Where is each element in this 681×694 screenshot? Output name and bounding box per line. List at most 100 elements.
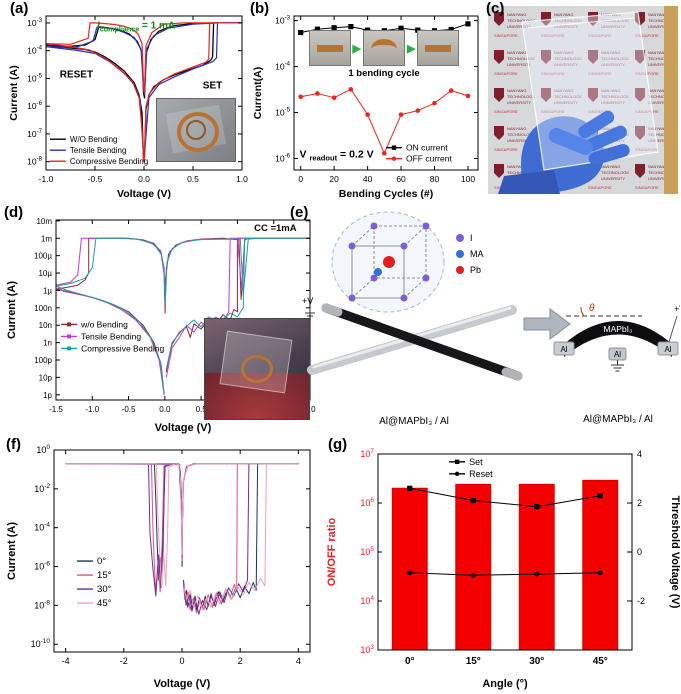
panel-e-schematic: I MA Pb +V Al@MAPbI₃ / Al θ MAPbI₃ Al Al xyxy=(298,206,680,434)
svg-text:0.0: 0.0 xyxy=(138,174,150,184)
svg-text:10-4: 10-4 xyxy=(27,45,43,56)
svg-text:10-6: 10-6 xyxy=(275,153,291,164)
arrow-right-icon: ▶ xyxy=(352,42,361,55)
panel-d-iv-chart: -1.5-1.0-0.50.00.51.01.52.010m1m100µ10µ1… xyxy=(4,206,320,436)
voltage-lead xyxy=(668,315,678,343)
svg-text:10-10: 10-10 xyxy=(31,638,51,649)
svg-text:Voltage (V): Voltage (V) xyxy=(154,678,211,690)
mapbi3-film-band xyxy=(564,321,672,357)
left-device-caption: Al@MAPbI₃ / Al xyxy=(379,416,449,427)
svg-text:0: 0 xyxy=(298,174,303,184)
coil-inner-icon xyxy=(186,120,206,140)
panel-e-label: (e) xyxy=(290,204,309,221)
bent-device: θ MAPbI₃ Al Al Al +V Al@MAPbI₃ / Al xyxy=(553,303,680,425)
svg-text:100: 100 xyxy=(461,174,475,184)
svg-text:10-8: 10-8 xyxy=(34,599,50,610)
svg-text:105: 105 xyxy=(360,546,374,557)
svg-text:107: 107 xyxy=(360,448,374,459)
svg-text:10-3: 10-3 xyxy=(275,15,291,26)
voltage-label-left: +V xyxy=(302,296,313,306)
svg-text:10-4: 10-4 xyxy=(275,61,291,72)
iodine-atoms xyxy=(348,222,430,302)
al-electrode-right xyxy=(657,341,679,356)
svg-text:-2: -2 xyxy=(120,656,128,666)
svg-text:-4: -4 xyxy=(62,656,70,666)
svg-text:2: 2 xyxy=(637,498,642,508)
bending-photo-bent xyxy=(363,30,405,66)
device-strip-bent xyxy=(371,39,397,59)
bending-photo-flat-2 xyxy=(417,30,460,66)
svg-text:Current(A): Current(A) xyxy=(252,67,264,120)
svg-text:CC =1mA: CC =1mA xyxy=(254,223,297,234)
panel-a-device-photo xyxy=(156,98,236,162)
chart-b-bending-cycles: 0 20 40 60 80 100 10-3 10-4 10-5 10-6 Bending Cycl… xyxy=(252,15,479,200)
panel-g-label: (g) xyxy=(328,436,348,453)
svg-text:2.0: 2.0 xyxy=(304,405,316,414)
svg-text:100µ: 100µ xyxy=(34,252,52,261)
iodine-legend-label: I xyxy=(470,233,473,243)
pb-atom xyxy=(383,256,395,268)
bending-cycle-caption: 1 bending cycle xyxy=(348,68,420,79)
panel-b-bending-photos: ▶ ▶ 1 bending cycle xyxy=(306,30,462,79)
panel-b-endurance-chart: 0 20 40 60 80 100 10-3 10-4 10-5 10-6 Bending Cycl… xyxy=(250,2,486,202)
coil-device-icon xyxy=(241,355,273,383)
film-highlight xyxy=(527,17,635,29)
svg-text:0°: 0° xyxy=(97,556,106,567)
voltage-label-right: +V xyxy=(674,304,680,314)
svg-text:0°: 0° xyxy=(405,656,415,667)
svg-text:w/o Bending: w/o Bending xyxy=(80,319,128,329)
svg-text:15°: 15° xyxy=(97,570,112,581)
panel-d-device-photo xyxy=(204,318,310,420)
svg-text:30°: 30° xyxy=(529,656,544,667)
svg-text:-0.5: -0.5 xyxy=(88,174,103,184)
pb-legend-dot xyxy=(456,266,464,274)
svg-text:10-6: 10-6 xyxy=(27,100,43,111)
glove-finger xyxy=(588,143,630,165)
svg-text:Current (A): Current (A) xyxy=(6,522,18,580)
panel-f-angle-iv-chart: -4 -2 0 2 4 100 10-2 10-4 10-6 10-8 10-10 Voltage (… xyxy=(4,438,322,692)
svg-text:SET: SET xyxy=(203,80,222,91)
al-electrode-left xyxy=(553,341,575,356)
svg-text:20: 20 xyxy=(329,174,339,184)
svg-text:10-3: 10-3 xyxy=(27,17,43,28)
svg-text:Angle (°): Angle (°) xyxy=(482,678,528,690)
angle-arc xyxy=(580,306,585,317)
chart-a-iv-curves: -1.0 -0.5 0.0 0.5 1.0 10-3 10-4 10-5 10-6 10-7 10-… xyxy=(8,15,248,200)
svg-text:Bending Cycles (#): Bending Cycles (#) xyxy=(339,188,434,200)
panel-a-label: (a) xyxy=(10,0,29,17)
ground-icon xyxy=(611,360,624,372)
svg-text:100: 100 xyxy=(36,444,50,455)
glove-wrist xyxy=(498,170,560,194)
angle-theta-label: θ xyxy=(589,303,595,314)
svg-text:103: 103 xyxy=(360,644,374,655)
mapbi3-label: MAPbI₃ xyxy=(604,324,633,334)
svg-text:-0.5: -0.5 xyxy=(122,405,136,414)
svg-text:106: 106 xyxy=(360,497,374,508)
svg-text:0.5: 0.5 xyxy=(187,174,199,184)
panel-c-photo: NANYANG TECHNOLOGICAL UNIVERSITY SINGAPO… xyxy=(488,6,678,194)
transform-arrow-icon xyxy=(523,308,571,340)
svg-text:45°: 45° xyxy=(593,656,608,667)
chart-f-iv-angles: -4 -2 0 2 4 100 10-2 10-4 10-6 10-8 10-10 Voltage (… xyxy=(6,444,311,690)
svg-text:10-4: 10-4 xyxy=(34,522,50,533)
svg-text:60: 60 xyxy=(396,174,406,184)
device-strip xyxy=(425,45,452,52)
svg-text:Compressive Bending: Compressive Bending xyxy=(70,157,148,166)
svg-text:10µ: 10µ xyxy=(38,269,52,278)
svg-text:0: 0 xyxy=(637,547,642,557)
svg-text:0.5: 0.5 xyxy=(196,405,208,414)
svg-text:1.0: 1.0 xyxy=(236,174,248,184)
svg-text:10-5: 10-5 xyxy=(275,107,291,118)
svg-text:-2: -2 xyxy=(637,596,645,606)
svg-text:10n: 10n xyxy=(39,321,52,330)
pb-legend-label: Pb xyxy=(470,265,481,275)
device-strip xyxy=(316,45,343,52)
svg-text:Voltage (V): Voltage (V) xyxy=(155,422,212,434)
svg-text:RESET: RESET xyxy=(60,70,93,81)
svg-text:0: 0 xyxy=(179,656,184,666)
svg-text:40: 40 xyxy=(363,174,373,184)
svg-text:10-7: 10-7 xyxy=(27,128,43,139)
panel-g-ratio-chart: 0° 15° 30° 45° 107 106 105 104 103 4 2 0 -2 Angle (°)… xyxy=(324,438,680,692)
svg-text:100n: 100n xyxy=(34,304,52,313)
svg-text:100p: 100p xyxy=(34,356,52,365)
